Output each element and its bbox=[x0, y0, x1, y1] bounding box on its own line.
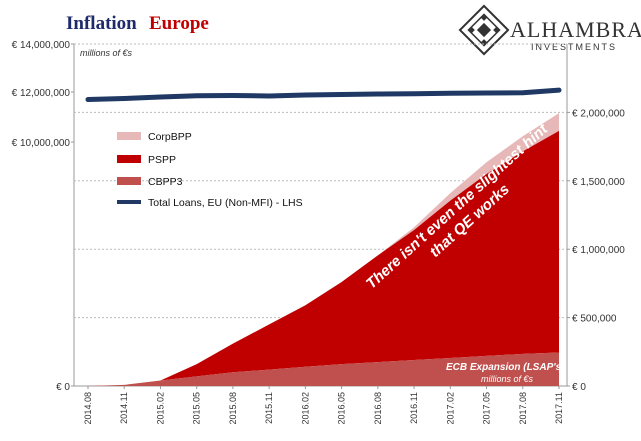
area-series-group bbox=[88, 113, 559, 386]
x-tick-label-6: 2016.02 bbox=[300, 392, 310, 425]
x-tick-label-7: 2016.05 bbox=[337, 392, 347, 425]
x-tick-label-0: 2014.08 bbox=[83, 392, 93, 425]
chart-title-part1: Inflation bbox=[66, 13, 137, 34]
legend-label-total-loans: Total Loans, EU (Non-MFI) - LHS bbox=[148, 197, 303, 209]
right-tick-label-1: € 500,000 bbox=[572, 314, 617, 325]
x-tick-label-9: 2016.11 bbox=[409, 392, 419, 424]
legend: CorpBPP PSPP CBPP3 Total Loans, EU (Non-… bbox=[117, 131, 303, 209]
legend-swatch-cbpp3 bbox=[117, 177, 141, 185]
legend-label-pspp: PSPP bbox=[148, 154, 176, 166]
area-pspp bbox=[88, 130, 559, 386]
legend-label-cbpp3: CBPP3 bbox=[148, 176, 183, 188]
alhambra-logo: ALHAMBRA INVESTMENTS bbox=[458, 4, 641, 56]
right-axis-units: millions of €s bbox=[481, 374, 534, 384]
left-axis-ticks: € 0 € 10,000,000 € 12,000,000 € 14,000,000 bbox=[12, 40, 74, 393]
x-tick-label-1: 2014.11 bbox=[119, 392, 129, 424]
x-tick-label-10: 2017.02 bbox=[445, 392, 455, 425]
x-tick-label-8: 2016.08 bbox=[373, 392, 383, 425]
line-total-loans bbox=[85, 87, 562, 102]
legend-label-corpbpp: CorpBPP bbox=[148, 131, 192, 143]
x-tick-label-13: 2017.11 bbox=[554, 392, 564, 424]
area-cbpp3 bbox=[88, 352, 559, 386]
diamond-pattern-icon bbox=[458, 4, 510, 56]
logo-subtitle: INVESTMENTS bbox=[531, 42, 617, 52]
right-tick-label-0: € 0 bbox=[572, 382, 586, 393]
x-tick-label-4: 2015.08 bbox=[228, 392, 238, 425]
right-axis-ticks: € 0 € 500,000 € 1,000,000 € 1,500,000 € 2,00… bbox=[567, 108, 625, 393]
x-axis-ticks: 2014.08 2014.11 2015.02 2015.05 2015.08 2015.… bbox=[83, 386, 564, 425]
right-tick-label-4: € 2,000,000 bbox=[572, 108, 625, 119]
x-tick-label-3: 2015.05 bbox=[192, 392, 202, 425]
left-tick-label-3: € 14,000,000 bbox=[12, 40, 71, 51]
line-series-group bbox=[85, 87, 562, 102]
right-tick-label-3: € 1,500,000 bbox=[572, 177, 625, 188]
legend-swatch-pspp bbox=[117, 155, 141, 163]
annotation-bottom: ECB Expansion (LSAP's) bbox=[446, 362, 565, 373]
legend-swatch-corpbpp bbox=[117, 132, 141, 140]
left-tick-label-2: € 12,000,000 bbox=[12, 88, 71, 99]
x-tick-label-2: 2015.02 bbox=[156, 392, 166, 425]
chart-title-part2: Europe bbox=[149, 13, 209, 34]
left-tick-label-0: € 0 bbox=[56, 382, 70, 393]
logo-name: ALHAMBRA bbox=[510, 17, 641, 42]
left-tick-label-1: € 10,000,000 bbox=[12, 138, 71, 149]
right-tick-label-2: € 1,000,000 bbox=[572, 245, 625, 256]
x-tick-label-11: 2017.05 bbox=[482, 392, 492, 425]
x-tick-label-5: 2015.11 bbox=[264, 392, 274, 424]
x-tick-label-12: 2017.08 bbox=[518, 392, 528, 425]
left-axis-units: millions of €s bbox=[80, 48, 133, 58]
